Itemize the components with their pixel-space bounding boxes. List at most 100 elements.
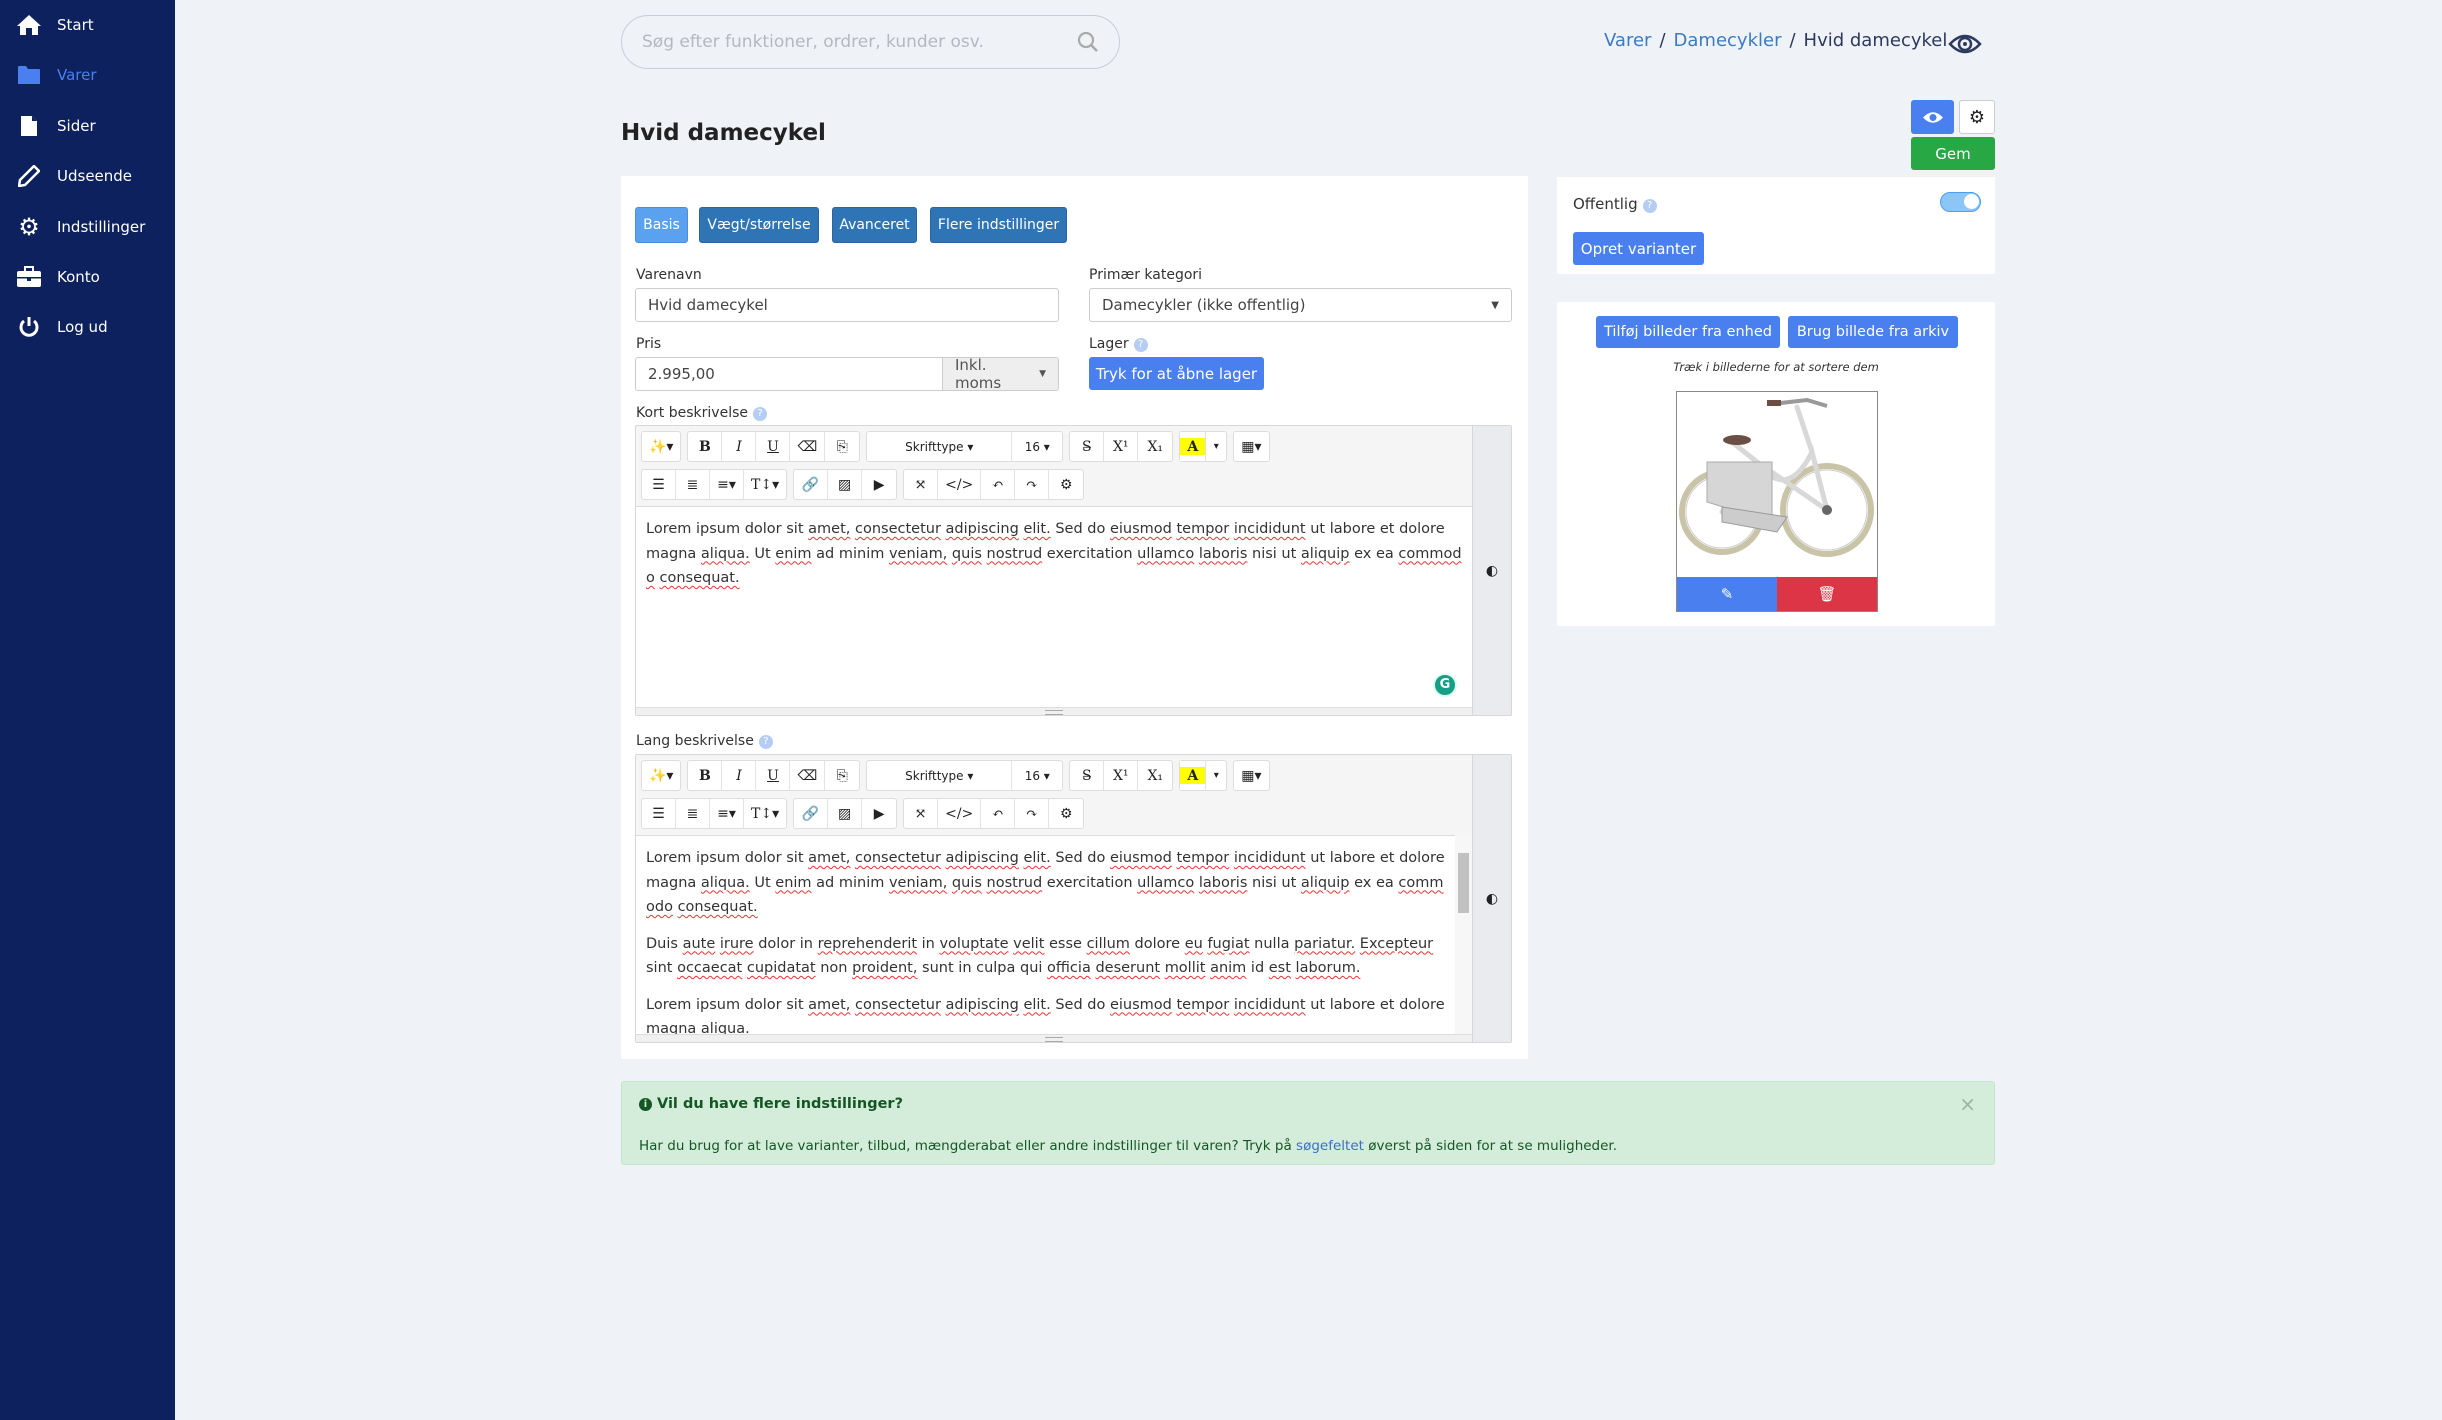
bold-icon[interactable]: B: [688, 432, 723, 461]
help-icon[interactable]: ?: [1642, 199, 1657, 213]
link-icon[interactable]: 🔗: [794, 470, 829, 499]
eraser-icon[interactable]: ⌫: [790, 432, 826, 461]
contrast-toggle-icon[interactable]: ◐: [1485, 562, 1499, 579]
sidebar-item-konto[interactable]: Konto: [0, 257, 175, 297]
video-icon[interactable]: ▶: [873, 476, 885, 493]
font-family-select[interactable]: Skrifttype ▾: [867, 432, 1013, 461]
ordered-list-icon[interactable]: ≣: [676, 470, 710, 499]
public-toggle[interactable]: [1940, 192, 1981, 212]
create-variants-button[interactable]: Opret varianter: [1573, 232, 1704, 265]
long-desc-label: Lang beskrivelse?: [636, 733, 773, 749]
help-icon[interactable]: ?: [1133, 338, 1148, 352]
redo-icon[interactable]: ↷: [1015, 470, 1050, 499]
preview-eye-icon[interactable]: [1948, 32, 1982, 56]
text-color-icon[interactable]: A: [1180, 761, 1207, 790]
tab-vægt-størrelse[interactable]: Vægt/størrelse: [699, 207, 819, 243]
italic-icon[interactable]: I: [722, 432, 757, 461]
text-color-icon[interactable]: A: [1180, 432, 1207, 461]
grammarly-icon[interactable]: G: [1433, 673, 1457, 697]
magic-icon[interactable]: ✨▾: [649, 767, 674, 784]
resize-handle[interactable]: [636, 1034, 1472, 1042]
link-icon[interactable]: 🔗: [794, 799, 829, 828]
scrollbar[interactable]: [1455, 835, 1472, 1034]
sidebar-item-varer[interactable]: Varer: [0, 55, 175, 95]
subscript-icon[interactable]: X₁: [1147, 767, 1164, 784]
code-icon[interactable]: </>: [938, 470, 982, 499]
contrast-toggle-icon[interactable]: ◐: [1485, 890, 1499, 907]
tab-basis[interactable]: Basis: [635, 207, 688, 243]
text-height-icon[interactable]: T↕▾: [751, 476, 780, 493]
table-icon[interactable]: ▦▾: [1241, 767, 1262, 784]
sidebar-item-log-ud[interactable]: Log ud: [0, 307, 175, 347]
table-icon[interactable]: ▦▾: [1241, 438, 1262, 455]
ai-chip-icon[interactable]: ⚙: [1060, 805, 1073, 822]
underline-icon[interactable]: U: [756, 761, 791, 790]
bold-icon[interactable]: B: [688, 761, 723, 790]
font-size-select[interactable]: 16 ▾: [1024, 768, 1050, 783]
font-size-select[interactable]: 16 ▾: [1024, 439, 1050, 454]
close-icon[interactable]: ×: [1959, 1092, 1976, 1116]
help-icon[interactable]: ?: [758, 735, 773, 749]
italic-icon[interactable]: I: [722, 761, 757, 790]
open-stock-button[interactable]: Tryk for at åbne lager: [1089, 357, 1264, 390]
text-height-icon[interactable]: T↕▾: [751, 805, 780, 822]
color-dropdown-icon[interactable]: ▾: [1213, 770, 1219, 781]
sidebar-item-start[interactable]: Start: [0, 5, 175, 45]
paste-icon[interactable]: ⎘: [836, 438, 848, 455]
scrollbar-thumb[interactable]: [1458, 853, 1469, 913]
save-button[interactable]: Gem: [1911, 137, 1995, 170]
video-icon[interactable]: ▶: [873, 805, 885, 822]
archive-image-button[interactable]: Brug billede fra arkiv: [1788, 316, 1958, 348]
tax-dropdown[interactable]: Inkl. moms ▼: [942, 356, 1059, 392]
fullscreen-icon[interactable]: ⤧: [904, 470, 939, 499]
help-icon[interactable]: ?: [753, 407, 767, 421]
subscript-icon[interactable]: X₁: [1147, 438, 1164, 455]
unordered-list-icon[interactable]: ☰: [642, 470, 676, 499]
image-icon[interactable]: ▨: [828, 470, 863, 499]
unordered-list-icon[interactable]: ☰: [642, 799, 676, 828]
superscript-icon[interactable]: X¹: [1104, 761, 1139, 790]
magic-icon[interactable]: ✨▾: [649, 438, 674, 455]
fullscreen-icon[interactable]: ⤧: [904, 799, 939, 828]
search-input[interactable]: [642, 32, 1077, 52]
sidebar-item-udseende[interactable]: Udseende: [0, 156, 175, 196]
resize-handle[interactable]: [636, 707, 1472, 715]
strikethrough-icon[interactable]: S̶: [1070, 432, 1105, 461]
ordered-list-icon[interactable]: ≣: [676, 799, 710, 828]
align-icon[interactable]: ≡▾: [710, 799, 744, 828]
tab-flere-indstillinger[interactable]: Flere indstillinger: [930, 207, 1067, 243]
search-icon[interactable]: [1077, 31, 1099, 53]
paste-icon[interactable]: ⎘: [836, 767, 848, 784]
short-description-content[interactable]: Lorem ipsum dolor sit amet, consectetur …: [636, 506, 1472, 707]
strikethrough-icon[interactable]: S̶: [1070, 761, 1105, 790]
color-dropdown-icon[interactable]: ▾: [1213, 441, 1219, 452]
font-family-select[interactable]: Skrifttype ▾: [867, 761, 1013, 790]
settings-button[interactable]: ⚙: [1959, 100, 1995, 134]
code-icon[interactable]: </>: [938, 799, 982, 828]
sidebar-item-sider[interactable]: Sider: [0, 106, 175, 146]
superscript-icon[interactable]: X¹: [1104, 432, 1139, 461]
undo-icon[interactable]: ↶: [981, 470, 1016, 499]
delete-image-button[interactable]: 🗑: [1777, 577, 1877, 611]
ai-chip-icon[interactable]: ⚙: [1060, 476, 1073, 493]
underline-icon[interactable]: U: [756, 432, 791, 461]
edit-image-button[interactable]: ✎: [1677, 577, 1777, 611]
long-description-content[interactable]: Lorem ipsum dolor sit amet, consectetur …: [636, 835, 1455, 1034]
search-field-link[interactable]: søgefeltet: [1296, 1138, 1364, 1154]
add-images-device-button[interactable]: Tilføj billeder fra enhed: [1596, 316, 1780, 348]
align-icon[interactable]: ≡▾: [710, 470, 744, 499]
category-select[interactable]: Damecykler (ikke offentlig) ▼: [1089, 288, 1512, 322]
search-box[interactable]: [621, 15, 1120, 69]
preview-button[interactable]: [1911, 100, 1954, 134]
breadcrumb-varer[interactable]: Varer: [1604, 30, 1652, 51]
image-icon[interactable]: ▨: [828, 799, 863, 828]
breadcrumb-damecykler[interactable]: Damecykler: [1673, 30, 1782, 51]
undo-icon[interactable]: ↶: [981, 799, 1016, 828]
sidebar-item-indstillinger[interactable]: ⚙ Indstillinger: [0, 207, 175, 247]
tab-avanceret[interactable]: Avanceret: [832, 207, 917, 243]
redo-icon[interactable]: ↷: [1015, 799, 1050, 828]
product-image-tile[interactable]: ✎ 🗑: [1676, 391, 1878, 612]
price-input[interactable]: 2.995,00: [635, 357, 943, 391]
name-input[interactable]: Hvid damecykel: [635, 288, 1059, 322]
eraser-icon[interactable]: ⌫: [790, 761, 826, 790]
